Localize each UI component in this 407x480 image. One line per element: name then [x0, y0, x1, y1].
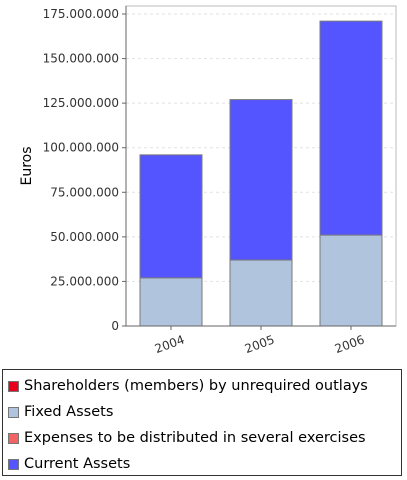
x-axis: 2004 2005 2006: [126, 325, 396, 356]
legend-swatch: [8, 406, 19, 418]
legend-swatch: [8, 380, 19, 392]
legend-label: Shareholders (members) by unrequired out…: [24, 378, 368, 394]
y-tick-label: 25.000.000: [50, 274, 119, 288]
y-tick-label: 150.000.000: [43, 52, 119, 66]
y-tick-label: 75.000.000: [50, 185, 119, 199]
bar-segment: [139, 277, 203, 327]
bar-segment: [229, 99, 293, 261]
x-tick-label: 2004: [153, 332, 186, 356]
y-tick-label: 50.000.000: [50, 230, 119, 244]
legend-item: Current Assets: [8, 451, 401, 477]
legend-label: Fixed Assets: [24, 404, 114, 420]
bar-segment: [319, 234, 383, 327]
legend-item: Expenses to be distributed in several ex…: [8, 425, 401, 451]
bar-segment: [229, 259, 293, 327]
legend-swatch: [8, 458, 19, 470]
legend-swatch: [8, 432, 19, 444]
bar-segment: [319, 20, 383, 236]
legend-item: Shareholders (members) by unrequired out…: [8, 373, 401, 399]
x-tick-label: 2006: [333, 332, 366, 356]
y-tick-label: 0: [111, 319, 119, 333]
legend-label: Expenses to be distributed in several ex…: [24, 430, 366, 446]
bar-segment: [139, 154, 203, 279]
x-tick-label: 2005: [243, 332, 276, 356]
stacked-bar-chart: 0 25.000.000 50.000.000 75.000.000 100.000.0…: [19, 5, 397, 356]
y-tick-label: 125.000.000: [43, 96, 119, 110]
legend-label: Current Assets: [24, 456, 131, 472]
y-tick-label: 100.000.000: [43, 141, 119, 155]
y-axis-label: Euros: [19, 146, 35, 185]
bars: [139, 20, 383, 327]
y-axis: 0 25.000.000 50.000.000 75.000.000 100.000.0…: [43, 6, 127, 333]
legend-item: Fixed Assets: [8, 399, 401, 425]
legend: Shareholders (members) by unrequired out…: [2, 369, 402, 476]
y-tick-label: 175.000.000: [43, 7, 119, 21]
